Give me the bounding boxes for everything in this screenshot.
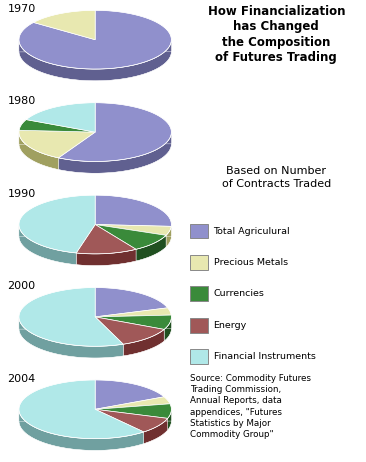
Text: 1990: 1990 [7,188,36,199]
Polygon shape [95,317,164,344]
FancyBboxPatch shape [190,286,208,301]
Polygon shape [33,10,95,40]
Polygon shape [59,132,171,173]
Text: Based on Number
of Contracts Traded: Based on Number of Contracts Traded [222,166,331,188]
Polygon shape [166,226,171,247]
Polygon shape [95,409,168,432]
Polygon shape [19,287,123,346]
Polygon shape [19,130,95,158]
Polygon shape [95,380,164,409]
Polygon shape [95,195,171,226]
Polygon shape [19,132,59,170]
Polygon shape [164,316,171,341]
Polygon shape [76,225,136,254]
Polygon shape [19,40,171,81]
Text: Currencies: Currencies [214,289,265,298]
Polygon shape [95,308,171,317]
Polygon shape [95,287,168,317]
Polygon shape [59,103,171,162]
Polygon shape [19,120,95,132]
Text: 1970: 1970 [7,4,36,14]
Polygon shape [19,225,76,265]
Text: 1980: 1980 [7,96,36,106]
Polygon shape [144,419,168,444]
Polygon shape [123,329,164,356]
Text: Source: Commodity Futures
Trading Commission,
Annual Reports, data
appendices, ": Source: Commodity Futures Trading Commis… [190,374,311,439]
Polygon shape [19,380,144,439]
Text: 2000: 2000 [7,281,36,291]
FancyBboxPatch shape [190,224,208,238]
FancyBboxPatch shape [190,255,208,270]
Text: Energy: Energy [214,321,247,330]
Polygon shape [95,404,171,419]
Polygon shape [95,397,170,409]
Polygon shape [95,225,171,235]
Polygon shape [76,249,136,266]
Polygon shape [136,235,166,261]
Polygon shape [95,315,171,329]
Text: Precious Metals: Precious Metals [214,258,288,267]
Polygon shape [19,195,95,253]
Text: Financial Instruments: Financial Instruments [214,352,315,361]
Text: Total Agriculural: Total Agriculural [214,226,290,236]
Text: 2004: 2004 [7,373,36,383]
Polygon shape [19,409,144,450]
Polygon shape [26,103,95,132]
Polygon shape [168,409,171,430]
Polygon shape [19,317,123,358]
FancyBboxPatch shape [190,349,208,364]
FancyBboxPatch shape [190,318,208,333]
Polygon shape [95,225,166,249]
Text: How Financialization
has Changed
the Composition
of Futures Trading: How Financialization has Changed the Com… [208,5,345,64]
Polygon shape [19,10,171,69]
